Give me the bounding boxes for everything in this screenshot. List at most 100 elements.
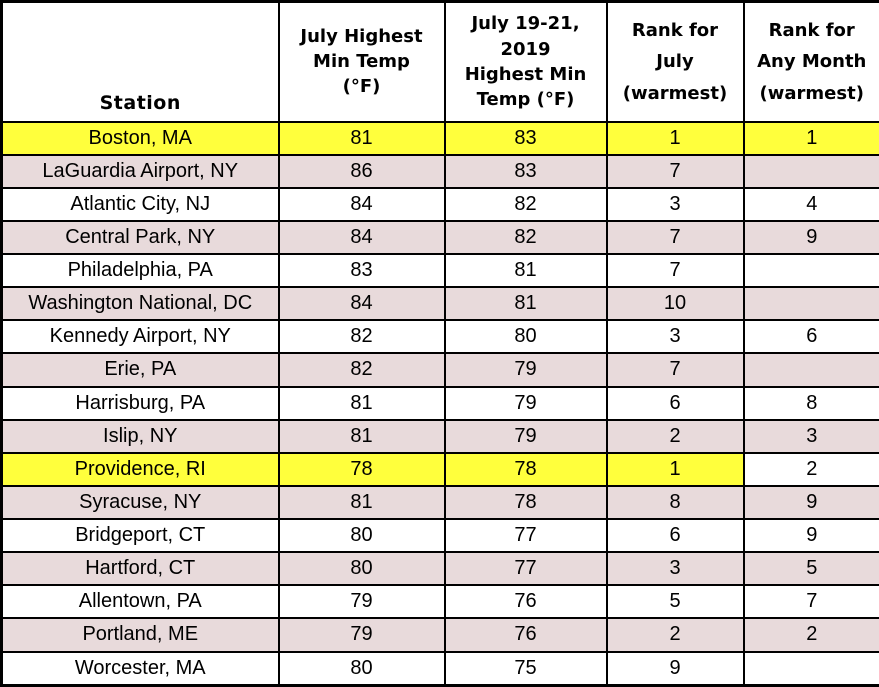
cell-jul19-21-2019-highest-min: 82 <box>443 186 608 222</box>
cell-rank-july: 3 <box>605 319 745 355</box>
cell-station: Atlantic City, NJ <box>0 186 280 222</box>
cell-station: Providence, RI <box>0 451 280 487</box>
cell-july-highest-min: 81 <box>277 418 446 454</box>
cell-jul19-21-2019-highest-min: 79 <box>443 418 608 454</box>
cell-rank-any-month: 3 <box>742 418 879 454</box>
table-row: Washington National, DC 84 81 10 <box>0 286 879 322</box>
cell-rank-july: 2 <box>605 418 745 454</box>
cell-rank-july: 5 <box>605 584 745 620</box>
cell-july-highest-min: 78 <box>277 451 446 487</box>
cell-jul19-21-2019-highest-min: 76 <box>443 617 608 653</box>
cell-jul19-21-2019-highest-min: 80 <box>443 319 608 355</box>
cell-july-highest-min: 83 <box>277 252 446 289</box>
cell-jul19-21-2019-highest-min: 79 <box>443 352 608 388</box>
cell-july-highest-min: 79 <box>277 617 446 653</box>
cell-rank-july: 2 <box>605 617 745 653</box>
cell-rank-any-month <box>742 153 879 189</box>
cell-rank-any-month: 9 <box>742 517 879 554</box>
cell-jul19-21-2019-highest-min: 75 <box>443 650 608 687</box>
cell-rank-july: 8 <box>605 484 745 521</box>
table-row: Islip, NY 81 79 2 3 <box>0 418 879 454</box>
cell-rank-july: 1 <box>605 120 745 156</box>
cell-rank-any-month <box>742 352 879 388</box>
table-row: Allentown, PA 79 76 5 7 <box>0 584 879 620</box>
cell-july-highest-min: 86 <box>277 153 446 189</box>
cell-jul19-21-2019-highest-min: 81 <box>443 286 608 322</box>
cell-july-highest-min: 82 <box>277 319 446 355</box>
table-row: Syracuse, NY 81 78 8 9 <box>0 484 879 521</box>
cell-jul19-21-2019-highest-min: 79 <box>443 385 608 421</box>
cell-station: Syracuse, NY <box>0 484 280 521</box>
cell-july-highest-min: 84 <box>277 186 446 222</box>
col-header-july-highest-min: July Highest Min Temp (°F) <box>277 0 446 123</box>
col-header-rank-any-month: Rank for Any Month (warmest) <box>742 0 879 123</box>
col-header-station: Station <box>0 0 280 123</box>
table-row: Harrisburg, PA 81 79 6 8 <box>0 385 879 421</box>
cell-station: Kennedy Airport, NY <box>0 319 280 355</box>
cell-rank-july: 10 <box>605 286 745 322</box>
table-row: LaGuardia Airport, NY 86 83 7 <box>0 153 879 189</box>
cell-july-highest-min: 80 <box>277 517 446 554</box>
cell-jul19-21-2019-highest-min: 76 <box>443 584 608 620</box>
cell-rank-any-month: 2 <box>742 451 879 487</box>
cell-rank-any-month: 8 <box>742 385 879 421</box>
cell-rank-any-month <box>742 252 879 289</box>
cell-july-highest-min: 82 <box>277 352 446 388</box>
table-row: Worcester, MA 80 75 9 <box>0 650 879 687</box>
table-row: Erie, PA 82 79 7 <box>0 352 879 388</box>
cell-july-highest-min: 84 <box>277 219 446 256</box>
table-body: Boston, MA 81 83 1 1 LaGuardia Airport, NY 86 8… <box>0 120 879 687</box>
table-row: Providence, RI 78 78 1 2 <box>0 451 879 487</box>
cell-rank-july: 7 <box>605 153 745 189</box>
cell-jul19-21-2019-highest-min: 82 <box>443 219 608 256</box>
cell-rank-july: 7 <box>605 219 745 256</box>
cell-rank-july: 6 <box>605 385 745 421</box>
cell-july-highest-min: 80 <box>277 650 446 687</box>
cell-july-highest-min: 84 <box>277 286 446 322</box>
table-row: Central Park, NY 84 82 7 9 <box>0 219 879 256</box>
cell-station: Portland, ME <box>0 617 280 653</box>
cell-rank-any-month: 6 <box>742 319 879 355</box>
cell-rank-any-month <box>742 650 879 687</box>
col-header-rank-july: Rank for July (warmest) <box>605 0 745 123</box>
cell-station: LaGuardia Airport, NY <box>0 153 280 189</box>
cell-rank-any-month: 1 <box>742 120 879 156</box>
table-row: Atlantic City, NJ 84 82 3 4 <box>0 186 879 222</box>
cell-station: Allentown, PA <box>0 584 280 620</box>
cell-jul19-21-2019-highest-min: 83 <box>443 153 608 189</box>
cell-july-highest-min: 79 <box>277 584 446 620</box>
cell-july-highest-min: 81 <box>277 120 446 156</box>
cell-rank-july: 7 <box>605 252 745 289</box>
cell-rank-any-month: 5 <box>742 551 879 587</box>
cell-rank-any-month <box>742 286 879 322</box>
table-row: Portland, ME 79 76 2 2 <box>0 617 879 653</box>
cell-rank-any-month: 2 <box>742 617 879 653</box>
cell-jul19-21-2019-highest-min: 81 <box>443 252 608 289</box>
table-row: Bridgeport, CT 80 77 6 9 <box>0 517 879 554</box>
cell-july-highest-min: 81 <box>277 385 446 421</box>
cell-rank-july: 7 <box>605 352 745 388</box>
col-header-jul19-21-2019-highest-min: July 19-21, 2019 Highest Min Temp (°F) <box>443 0 608 123</box>
cell-station: Erie, PA <box>0 352 280 388</box>
cell-jul19-21-2019-highest-min: 78 <box>443 451 608 487</box>
table-row: Philadelphia, PA 83 81 7 <box>0 252 879 289</box>
cell-station: Philadelphia, PA <box>0 252 280 289</box>
cell-rank-any-month: 9 <box>742 484 879 521</box>
cell-station: Bridgeport, CT <box>0 517 280 554</box>
cell-jul19-21-2019-highest-min: 77 <box>443 551 608 587</box>
cell-rank-july: 1 <box>605 451 745 487</box>
cell-rank-july: 3 <box>605 186 745 222</box>
cell-jul19-21-2019-highest-min: 83 <box>443 120 608 156</box>
cell-rank-any-month: 7 <box>742 584 879 620</box>
cell-station: Harrisburg, PA <box>0 385 280 421</box>
cell-jul19-21-2019-highest-min: 77 <box>443 517 608 554</box>
cell-station: Washington National, DC <box>0 286 280 322</box>
header-row: Station July Highest Min Temp (°F) July … <box>0 0 879 123</box>
table-row: Hartford, CT 80 77 3 5 <box>0 551 879 587</box>
cell-rank-any-month: 4 <box>742 186 879 222</box>
cell-jul19-21-2019-highest-min: 78 <box>443 484 608 521</box>
cell-rank-any-month: 9 <box>742 219 879 256</box>
table-header: Station July Highest Min Temp (°F) July … <box>0 0 879 123</box>
cell-station: Boston, MA <box>0 120 280 156</box>
